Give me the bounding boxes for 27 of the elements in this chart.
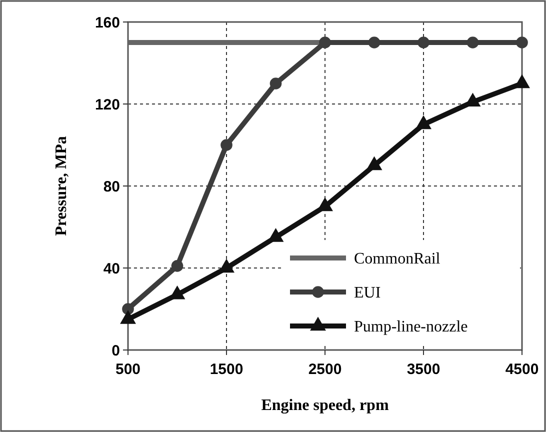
point [270,78,282,90]
point [416,115,432,130]
y-tick-label: 80 [103,178,120,196]
legend-label: EUI [354,284,381,302]
y-tick-label: 120 [94,96,120,114]
point [268,228,284,242]
x-tick-label: 4500 [505,361,539,378]
point [516,36,528,48]
point [418,36,430,48]
x-tick-label: 3500 [406,361,440,378]
x-tick-label: 2500 [308,361,342,378]
point [466,36,479,48]
y-axis-title: Pressure, MPa [53,136,70,236]
legend-label: CommonRail [354,250,441,268]
x-tick-label: 1500 [210,361,244,378]
y-tick-label: 0 [112,342,120,360]
point [317,197,333,212]
point [220,139,232,151]
point [368,36,380,48]
y-tick-label: 160 [94,14,120,32]
point [319,36,331,48]
legend-label: Pump-line-nozzle [354,318,468,336]
x-axis-title: Engine speed, rpm [261,397,390,414]
y-tick-label: 40 [103,260,120,278]
x-tick-label: 500 [115,361,141,378]
point [366,156,382,170]
point [120,310,136,324]
